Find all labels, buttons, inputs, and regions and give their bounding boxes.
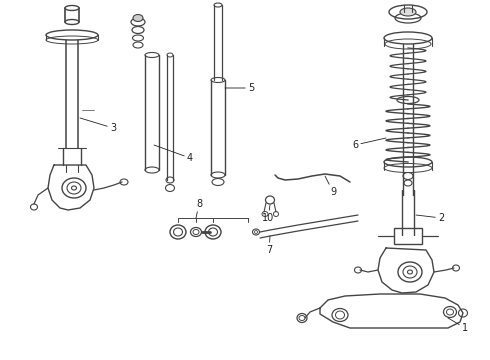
- Text: 5: 5: [225, 83, 254, 93]
- Bar: [394, 228, 422, 244]
- Text: 1: 1: [448, 318, 468, 333]
- Text: 9: 9: [325, 176, 336, 197]
- Text: 3: 3: [80, 118, 116, 133]
- Text: 6: 6: [352, 138, 386, 150]
- Ellipse shape: [133, 14, 143, 22]
- Text: 2: 2: [416, 213, 444, 223]
- Text: 7: 7: [266, 236, 272, 255]
- Text: 4: 4: [154, 145, 193, 163]
- Text: 10: 10: [262, 205, 274, 223]
- Ellipse shape: [400, 8, 416, 16]
- Text: 8: 8: [196, 199, 202, 218]
